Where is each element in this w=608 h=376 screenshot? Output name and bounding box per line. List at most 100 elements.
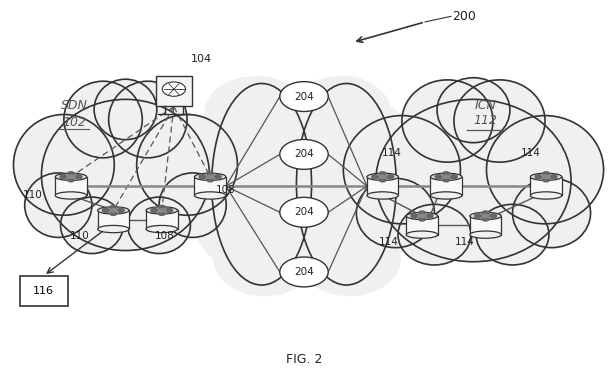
Circle shape: [214, 175, 221, 179]
Text: 110: 110: [22, 191, 43, 200]
Bar: [367, 177, 398, 196]
Ellipse shape: [398, 204, 471, 265]
Circle shape: [482, 217, 489, 221]
Ellipse shape: [98, 226, 129, 233]
Ellipse shape: [470, 231, 502, 238]
Circle shape: [207, 172, 213, 176]
Bar: [19, 276, 68, 306]
Circle shape: [379, 172, 386, 176]
Circle shape: [443, 175, 449, 179]
Circle shape: [475, 214, 482, 218]
Ellipse shape: [437, 78, 510, 143]
Ellipse shape: [109, 81, 187, 158]
Circle shape: [68, 175, 74, 179]
Text: 104: 104: [190, 54, 212, 64]
Circle shape: [207, 177, 213, 182]
Circle shape: [199, 175, 206, 179]
Ellipse shape: [289, 76, 392, 151]
Circle shape: [67, 177, 74, 182]
Text: 204: 204: [294, 207, 314, 217]
Ellipse shape: [402, 80, 493, 162]
Ellipse shape: [195, 173, 226, 180]
Circle shape: [111, 209, 116, 212]
Circle shape: [110, 205, 117, 209]
Ellipse shape: [486, 115, 604, 224]
Ellipse shape: [94, 79, 157, 139]
Bar: [470, 216, 502, 235]
Text: 102: 102: [62, 116, 86, 129]
Circle shape: [542, 177, 550, 182]
Circle shape: [550, 175, 557, 179]
Circle shape: [117, 208, 125, 212]
Ellipse shape: [137, 114, 238, 215]
Ellipse shape: [55, 173, 87, 180]
Ellipse shape: [198, 76, 325, 293]
Bar: [146, 211, 178, 229]
Ellipse shape: [55, 192, 87, 199]
Circle shape: [482, 211, 489, 215]
Text: FIG. 2: FIG. 2: [286, 353, 322, 366]
Circle shape: [420, 214, 425, 218]
Circle shape: [158, 211, 165, 215]
Circle shape: [387, 175, 394, 179]
Circle shape: [451, 175, 457, 179]
Ellipse shape: [430, 173, 462, 180]
Ellipse shape: [367, 173, 398, 180]
Text: 114: 114: [521, 148, 541, 158]
Circle shape: [379, 177, 386, 182]
Circle shape: [75, 175, 82, 179]
Circle shape: [443, 172, 450, 176]
Ellipse shape: [61, 197, 123, 253]
Circle shape: [544, 175, 549, 179]
Text: 114: 114: [454, 237, 474, 247]
Ellipse shape: [213, 221, 316, 296]
Ellipse shape: [430, 192, 462, 199]
Circle shape: [280, 139, 328, 169]
Ellipse shape: [367, 192, 398, 199]
Ellipse shape: [406, 231, 438, 238]
Circle shape: [159, 209, 165, 212]
Bar: [98, 211, 129, 229]
Circle shape: [151, 208, 157, 212]
Ellipse shape: [195, 192, 226, 199]
Ellipse shape: [298, 221, 401, 296]
Ellipse shape: [344, 115, 460, 224]
Circle shape: [60, 175, 67, 179]
Circle shape: [489, 214, 497, 218]
Circle shape: [280, 257, 328, 287]
Circle shape: [110, 211, 117, 215]
Circle shape: [418, 211, 426, 215]
Ellipse shape: [204, 76, 307, 151]
Text: 114: 114: [379, 237, 399, 247]
Text: 204: 204: [294, 267, 314, 277]
Circle shape: [280, 82, 328, 112]
Circle shape: [483, 214, 488, 218]
Bar: [156, 76, 192, 106]
Ellipse shape: [513, 178, 590, 248]
Circle shape: [207, 175, 213, 179]
Circle shape: [426, 214, 433, 218]
Circle shape: [166, 208, 173, 212]
Circle shape: [162, 82, 185, 96]
Text: 204: 204: [294, 149, 314, 159]
Circle shape: [443, 177, 450, 182]
Ellipse shape: [146, 207, 178, 214]
Ellipse shape: [146, 226, 178, 233]
Circle shape: [535, 175, 542, 179]
Ellipse shape: [128, 197, 190, 253]
Bar: [530, 177, 562, 196]
Bar: [195, 177, 226, 196]
Text: ICN: ICN: [475, 99, 497, 112]
Ellipse shape: [331, 102, 422, 266]
Ellipse shape: [530, 192, 562, 199]
Circle shape: [380, 175, 385, 179]
Text: 116: 116: [33, 286, 54, 296]
Text: 112: 112: [474, 114, 497, 127]
Ellipse shape: [530, 173, 562, 180]
Text: 204: 204: [294, 92, 314, 102]
Ellipse shape: [406, 212, 438, 220]
Bar: [55, 177, 87, 196]
Circle shape: [67, 172, 74, 176]
Text: 110: 110: [70, 231, 90, 241]
Circle shape: [418, 217, 426, 221]
